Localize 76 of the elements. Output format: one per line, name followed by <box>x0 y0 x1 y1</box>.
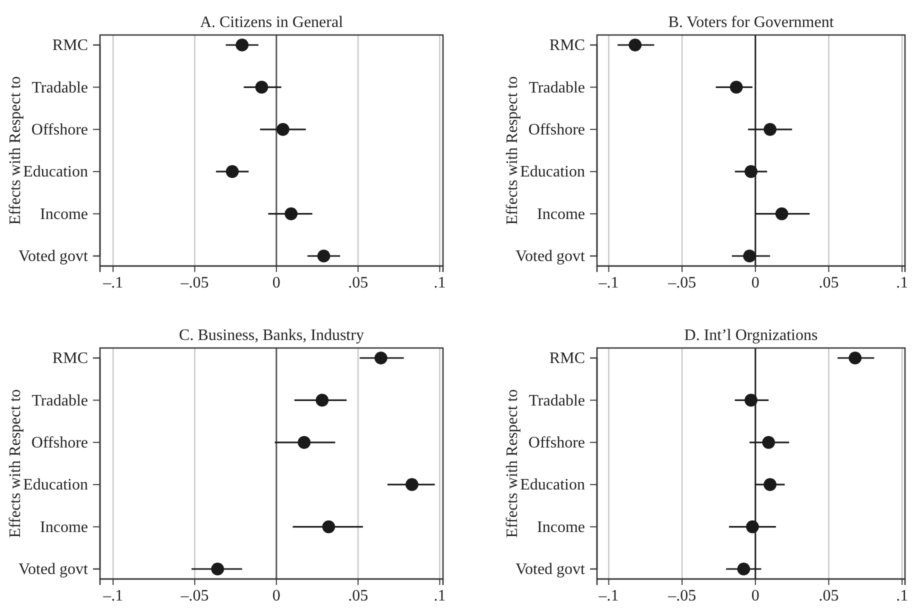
chart-title: B. Voters for Government <box>668 14 834 31</box>
y-tick-label: Income <box>40 206 88 223</box>
point <box>744 394 758 407</box>
y-tick-label: Education <box>520 164 585 181</box>
x-tick-label: –.1 <box>598 587 619 604</box>
point <box>284 207 298 220</box>
x-tick-label: 0 <box>751 274 760 292</box>
x-tick-label: 0 <box>751 587 760 604</box>
y-tick-label: RMC <box>549 350 585 368</box>
x-tick-label: .05 <box>348 274 368 292</box>
x-tick-label: .1 <box>434 274 446 292</box>
x-tick-label: .1 <box>434 587 446 604</box>
y-axis-title: Effects with Respect to <box>504 76 521 225</box>
point <box>737 562 750 576</box>
point <box>211 562 224 576</box>
point <box>276 122 290 136</box>
point <box>374 352 388 364</box>
x-tick-label: .05 <box>818 274 839 292</box>
point <box>743 250 756 262</box>
point <box>317 250 330 262</box>
y-tick-label: Education <box>23 476 88 494</box>
x-tick-label: 0 <box>272 587 280 604</box>
y-tick-label: Tradable <box>32 392 88 410</box>
y-tick-label: RMC <box>52 350 88 368</box>
x-tick-label: –.05 <box>180 274 209 292</box>
y-tick-label: Offshore <box>528 122 585 139</box>
y-tick-label: Tradable <box>528 392 585 410</box>
x-tick-label: –.1 <box>598 274 619 292</box>
y-tick-label: Voted govt <box>18 248 89 266</box>
point <box>764 478 776 492</box>
y-tick-label: Voted govt <box>18 561 89 578</box>
x-tick-label: .05 <box>818 587 839 604</box>
point <box>236 38 249 52</box>
y-tick-label: Offshore <box>31 122 88 139</box>
point <box>322 520 336 534</box>
y-axis-title: Effects with Respect to <box>504 389 521 538</box>
x-tick-label: .1 <box>896 274 908 292</box>
x-tick-label: –.1 <box>102 274 124 292</box>
y-tick-label: Income <box>537 518 585 536</box>
point <box>628 38 642 52</box>
point <box>255 80 268 94</box>
y-tick-label: Offshore <box>528 434 585 452</box>
x-tick-label: .05 <box>348 587 368 604</box>
point <box>775 207 788 220</box>
point <box>298 436 311 449</box>
point <box>744 165 758 178</box>
y-tick-label: RMC <box>549 37 585 54</box>
x-tick-label: –.05 <box>180 587 209 604</box>
y-axis-title: Effects with Respect to <box>7 76 24 225</box>
y-tick-label: Tradable <box>32 79 88 96</box>
point <box>226 165 239 178</box>
y-tick-label: Education <box>520 476 585 494</box>
point <box>730 80 743 94</box>
y-tick-label: Income <box>537 206 585 223</box>
y-axis-title: Effects with Respect to <box>7 389 24 538</box>
chart-title: C. Business, Banks, Industry <box>179 327 364 344</box>
point <box>406 478 418 492</box>
point <box>762 436 776 449</box>
y-tick-label: RMC <box>52 37 88 54</box>
point <box>316 394 329 407</box>
y-tick-label: Income <box>40 518 88 536</box>
point <box>764 122 776 136</box>
x-tick-label: –.05 <box>667 587 696 604</box>
x-tick-label: –.05 <box>667 274 696 292</box>
y-tick-label: Education <box>23 164 88 181</box>
x-tick-label: –.1 <box>102 587 124 604</box>
y-tick-label: Tradable <box>528 79 585 96</box>
y-tick-label: Voted govt <box>516 248 586 266</box>
chart-title: A. Citizens in General <box>200 14 344 31</box>
y-tick-label: Offshore <box>31 434 88 452</box>
point <box>746 520 759 534</box>
chart-title: D. Int’l Orgnizations <box>684 327 818 344</box>
point <box>848 352 862 364</box>
x-tick-label: 0 <box>272 274 280 292</box>
x-tick-label: .1 <box>896 587 908 604</box>
y-tick-label: Voted govt <box>516 561 586 578</box>
